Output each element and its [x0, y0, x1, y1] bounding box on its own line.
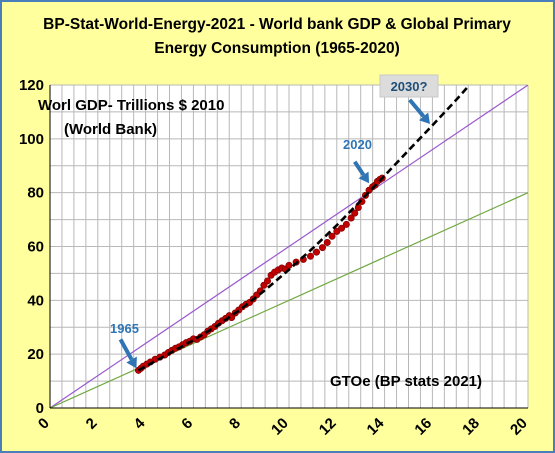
- annotation-arrows: [118, 98, 431, 369]
- data-point: [351, 209, 359, 217]
- arrow-1965-shaft: [118, 338, 134, 361]
- y-tick-label: 40: [27, 292, 44, 309]
- chart-title-line-2: Energy Consumption (1965-2020): [154, 40, 399, 57]
- data-point: [323, 238, 331, 246]
- arrow-1965: [118, 338, 137, 369]
- x-tick-labels: 0 2 4 6 8 10 12 14 16 18 20: [35, 414, 531, 438]
- y-tick-label: 0: [36, 400, 44, 417]
- data-point: [328, 232, 336, 240]
- data-point: [318, 244, 326, 252]
- x-tick-label: 10: [268, 415, 292, 439]
- annotation-2030-box: [379, 74, 439, 98]
- x-tick-label: 20: [507, 415, 531, 439]
- x-tick-label: 0: [35, 415, 53, 433]
- y-tick-label: 60: [27, 239, 44, 256]
- data-point: [354, 203, 362, 211]
- gdp-label-line-2: (World Bank): [64, 121, 157, 138]
- x-tick-label: 12: [316, 415, 340, 439]
- y-tick-label: 20: [27, 346, 44, 363]
- arrow-2020-head: [358, 171, 370, 184]
- chart-title-line-1: BP-Stat-World-Energy-2021 - World bank G…: [43, 16, 511, 33]
- arrow-2020: [353, 160, 370, 184]
- gdp-label-line-1: Worl GDP- Trillions $ 2010: [38, 97, 224, 114]
- x-tick-label: 18: [459, 415, 483, 439]
- x-tick-label: 8: [226, 415, 244, 433]
- arrow-1965-head: [126, 356, 137, 369]
- x-tick-label: 14: [364, 414, 388, 438]
- y-tick-label: 100: [19, 131, 44, 148]
- data-point: [307, 252, 315, 260]
- annotation-2020: 2020: [343, 137, 372, 152]
- data-point: [333, 227, 341, 235]
- data-point: [263, 277, 271, 285]
- data-point: [338, 224, 346, 232]
- energy-axis-label: GTOe (BP stats 2021): [330, 373, 482, 390]
- y-tick-labels: 0 20 40 60 80 100 120: [19, 77, 44, 417]
- x-tick-label: 4: [131, 414, 149, 432]
- arrow-2030-shaft: [408, 98, 426, 118]
- reference-line-green: [50, 192, 528, 408]
- x-tick-label: 6: [178, 415, 196, 433]
- data-point: [347, 214, 355, 222]
- annotation-2030: 2030?: [391, 79, 428, 94]
- trend-line: [137, 85, 470, 372]
- x-tick-label: 16: [411, 415, 435, 439]
- data-point: [312, 248, 320, 256]
- trend-line-group: [137, 85, 470, 372]
- annotation-1965: 1965: [110, 321, 139, 336]
- y-tick-label: 120: [19, 77, 44, 94]
- arrow-2020-shaft: [353, 160, 366, 177]
- x-tick-label: 2: [83, 415, 101, 433]
- data-point: [342, 220, 350, 228]
- y-tick-label: 80: [27, 185, 44, 202]
- arrow-2030-head: [418, 112, 431, 125]
- arrow-2030: [408, 98, 431, 125]
- data-point: [285, 261, 293, 269]
